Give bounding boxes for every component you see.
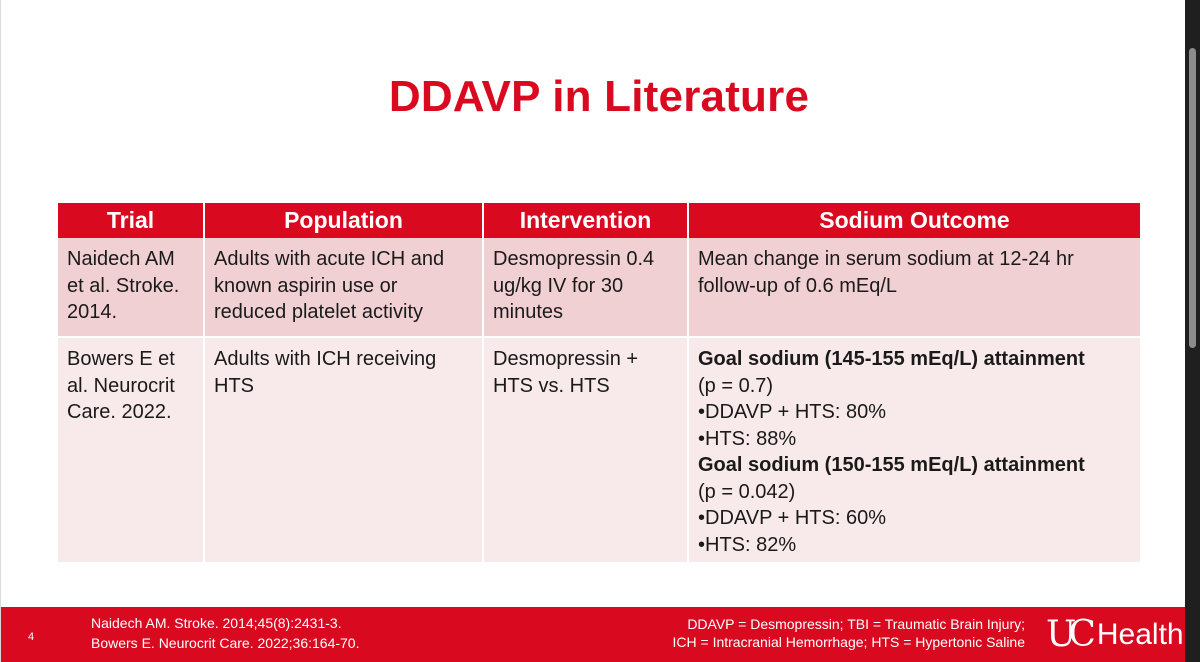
goal1-heading: Goal sodium (145-155 mEq/L) attainment: [698, 348, 1085, 370]
page-number: 4: [28, 631, 35, 643]
uc-health-logo: UC Health: [1046, 617, 1184, 653]
uc-logo-mark: UC: [1046, 614, 1096, 655]
abbreviations: DDAVP = Desmopressin; TBI = Traumatic Br…: [672, 616, 1025, 650]
goal1-p-value: (p = 0.7): [698, 374, 774, 397]
reference-item: Naidech AM. Stroke. 2014;45(8):2431-3.: [91, 615, 342, 631]
footer-bar: 4 Naidech AM. Stroke. 2014;45(8):2431-3.…: [1, 607, 1197, 662]
references: Naidech AM. Stroke. 2014;45(8):2431-3. B…: [91, 613, 359, 653]
table-row: Naidech AM et al. Stroke. 2014. Adults w…: [58, 238, 1140, 338]
goal2-hts: •HTS: 82%: [698, 533, 797, 556]
cell-sodium-outcome: Goal sodium (145-155 mEq/L) attainment (…: [688, 337, 1140, 562]
header-sodium-outcome: Sodium Outcome: [688, 203, 1140, 238]
slide-title: DDAVP in Literature: [388, 72, 810, 121]
goal1-hts: •HTS: 88%: [698, 427, 797, 450]
cell-intervention: Desmopressin 0.4 ug/kg IV for 30 minutes: [483, 238, 689, 338]
goal2-heading: Goal sodium (150-155 mEq/L) attainment: [698, 454, 1085, 476]
cell-trial: Bowers E et al. Neurocrit Care. 2022.: [58, 337, 205, 562]
reference-item: Bowers E. Neurocrit Care. 2022;36:164-70…: [91, 635, 360, 651]
table-row: Bowers E et al. Neurocrit Care. 2022. Ad…: [58, 337, 1140, 562]
cell-population: Adults with ICH receiving HTS: [204, 337, 484, 562]
cell-trial: Naidech AM et al. Stroke. 2014.: [58, 238, 205, 338]
cell-intervention: Desmopressin + HTS vs. HTS: [483, 337, 689, 562]
literature-table: Trial Population Intervention Sodium Out…: [58, 203, 1140, 562]
cell-sodium-outcome: Mean change in serum sodium at 12-24 hr …: [688, 238, 1140, 338]
header-trial: Trial: [58, 203, 205, 238]
table-header-row: Trial Population Intervention Sodium Out…: [58, 203, 1140, 238]
goal2-ddavp: •DDAVP + HTS: 60%: [698, 507, 886, 529]
goal1-ddavp: •DDAVP + HTS: 80%: [698, 401, 886, 423]
scrollbar-thumb[interactable]: [1189, 48, 1196, 348]
goal2-p-value: (p = 0.042): [698, 480, 796, 503]
cell-population: Adults with acute ICH and known aspirin …: [204, 238, 484, 338]
header-population: Population: [204, 203, 484, 238]
logo-text: Health: [1096, 618, 1184, 651]
header-intervention: Intervention: [483, 203, 689, 238]
